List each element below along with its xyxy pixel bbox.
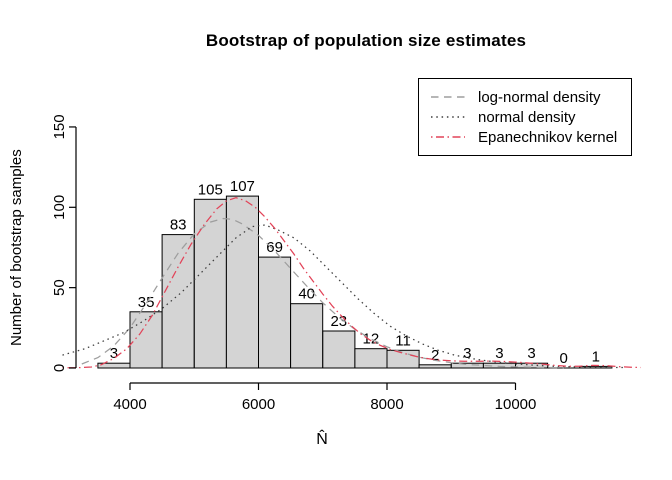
dotted-line-icon <box>431 116 465 118</box>
dashed-line-icon <box>431 96 465 98</box>
x-tick-label: 6000 <box>242 396 275 413</box>
curve-dotted <box>62 224 625 369</box>
histogram-bar <box>386 349 420 369</box>
legend-item-normal: normal density <box>419 107 631 127</box>
bar-count-label: 35 <box>138 294 155 311</box>
bar-count-label: 107 <box>230 178 255 195</box>
dashdot-line-icon <box>431 136 465 138</box>
bar-count-label: 12 <box>363 331 380 348</box>
bar-count-label: 83 <box>170 217 187 234</box>
histogram-bar <box>225 195 259 369</box>
legend-item-lognormal: log-normal density <box>419 87 631 107</box>
histogram-bar <box>322 330 356 369</box>
bar-count-label: 0 <box>560 350 568 367</box>
histogram-bar <box>129 311 163 369</box>
histogram-bar <box>418 364 452 369</box>
bar-count-label: 2 <box>431 347 439 364</box>
legend-label-lognormal: log-normal density <box>478 88 601 106</box>
histogram-bar <box>193 198 227 369</box>
histogram-bar <box>161 234 195 369</box>
chart-title: Bootstrap of population size estimates <box>205 31 527 50</box>
x-tick-label: 4000 <box>113 396 146 413</box>
histogram-bar <box>354 348 388 369</box>
x-tick-label: 10000 <box>495 396 537 413</box>
bar-count-label: 105 <box>198 181 223 198</box>
legend-box: log-normal density normal density Epanec… <box>418 78 632 156</box>
bar-count-label: 1 <box>592 348 600 365</box>
bar-count-label: 3 <box>110 345 118 362</box>
x-axis-label: N̂ <box>316 431 328 448</box>
legend-label-normal: normal density <box>478 108 576 126</box>
y-tick-label: 150 <box>51 114 68 139</box>
bar-count-label: 3 <box>495 345 503 362</box>
curve-dashed <box>81 217 564 369</box>
histogram-bar <box>258 256 292 369</box>
y-tick-label: 0 <box>51 364 68 372</box>
legend-item-epanechnikov: Epanechnikov kernel <box>419 127 631 147</box>
y-tick-label: 100 <box>51 195 68 220</box>
y-tick-label: 50 <box>51 279 68 296</box>
bar-count-label: 3 <box>527 345 535 362</box>
histogram-bar <box>290 303 324 369</box>
bar-count-label: 3 <box>463 345 471 362</box>
bar-count-label: 40 <box>298 286 315 303</box>
bar-count-label: 11 <box>395 332 411 349</box>
bar-count-label: 69 <box>266 239 283 256</box>
x-tick-label: 8000 <box>370 396 403 413</box>
legend-label-epanechnikov: Epanechnikov kernel <box>478 128 618 146</box>
